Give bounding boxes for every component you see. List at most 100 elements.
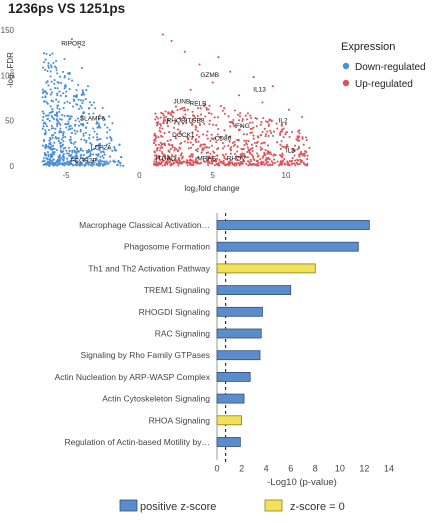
down-regulated-point <box>51 110 54 113</box>
down-regulated-point <box>97 138 100 141</box>
up-regulated-point <box>298 163 301 166</box>
down-regulated-point <box>51 136 54 139</box>
up-regulated-point <box>184 113 187 116</box>
up-regulated-point <box>273 130 276 133</box>
down-regulated-point <box>78 107 81 111</box>
up-regulated-point <box>210 112 213 115</box>
down-regulated-point <box>69 160 72 163</box>
down-regulated-point <box>66 163 69 166</box>
down-regulated-point <box>69 115 72 118</box>
up-regulated-point <box>301 115 304 119</box>
up-regulated-point <box>236 150 239 153</box>
up-regulated-point <box>213 151 216 154</box>
up-regulated-point <box>276 127 279 130</box>
down-regulated-point <box>53 65 56 68</box>
up-regulated-point <box>250 116 253 120</box>
down-regulated-point <box>42 90 45 93</box>
up-regulated-point <box>306 162 309 165</box>
up-regulated-point <box>269 163 272 166</box>
gene-label: FCGR2B <box>70 157 96 164</box>
up-regulated-point <box>155 160 158 163</box>
down-regulated-point <box>61 155 64 158</box>
down-regulated-point <box>81 93 84 96</box>
down-regulated-point <box>84 164 87 167</box>
gene-label: RIPOR2 <box>61 40 86 47</box>
up-regulated-point <box>191 153 194 156</box>
up-regulated-point <box>273 161 276 165</box>
up-regulated-point <box>207 151 210 154</box>
up-regulated-point <box>269 151 272 154</box>
volcano-axes: 0 50 100 150 -5 0 5 10 <box>1 26 291 180</box>
pathway-bar <box>216 328 262 339</box>
up-regulated-point <box>153 154 157 157</box>
pathway-label: Actin Cytoskeleton Signaling <box>102 394 210 404</box>
down-regulated-point <box>52 153 56 156</box>
up-regulated-point <box>216 157 219 160</box>
up-regulated-point <box>174 135 177 138</box>
legend-up-swatch <box>342 79 350 87</box>
down-regulated-point <box>80 118 83 121</box>
up-regulated-point <box>211 123 215 126</box>
up-regulated-point <box>196 115 199 118</box>
up-regulated-point <box>260 121 263 124</box>
down-regulated-point <box>70 115 73 118</box>
down-regulated-point <box>55 98 58 101</box>
up-regulated-point <box>183 50 186 53</box>
up-regulated-point <box>259 158 262 161</box>
up-regulated-point <box>163 132 166 135</box>
down-regulated-point <box>58 154 61 157</box>
up-regulated-point <box>204 115 207 118</box>
up-regulated-point <box>171 146 174 149</box>
up-regulated-point <box>225 164 228 167</box>
up-regulated-point <box>248 151 252 154</box>
down-regulated-point <box>95 157 98 160</box>
up-regulated-point <box>257 136 260 139</box>
up-regulated-point <box>248 163 251 166</box>
up-regulated-point <box>216 148 219 151</box>
up-regulated-point <box>283 158 286 161</box>
gene-label: SLAMF6 <box>80 116 106 123</box>
up-regulated-point <box>286 160 289 163</box>
down-regulated-point <box>59 149 62 152</box>
down-regulated-point <box>49 93 52 96</box>
down-regulated-point <box>45 125 48 128</box>
up-regulated-point <box>255 145 258 148</box>
up-regulated-point <box>278 163 282 166</box>
down-regulated-point <box>69 138 73 141</box>
up-regulated-point <box>194 128 197 131</box>
down-regulated-point <box>57 120 60 123</box>
down-regulated-point <box>44 95 47 98</box>
down-regulated-point <box>71 79 74 82</box>
up-regulated-point <box>171 115 174 118</box>
up-regulated-point <box>257 164 260 167</box>
up-regulated-point <box>207 108 210 111</box>
up-regulated-point <box>186 141 189 144</box>
down-regulated-point <box>47 145 50 148</box>
up-regulated-point <box>159 141 162 144</box>
down-regulated-point <box>119 162 122 165</box>
up-regulated-point <box>208 156 211 159</box>
up-regulated-point <box>270 119 273 122</box>
up-regulated-point <box>263 163 266 166</box>
bar-legend: positive z-score z-score = 0 <box>119 499 345 513</box>
down-regulated-point <box>49 70 52 73</box>
up-regulated-point <box>280 140 283 143</box>
up-regulated-point <box>208 161 211 165</box>
up-regulated-point <box>153 160 156 163</box>
up-regulated-point <box>261 156 264 159</box>
up-regulated-point <box>233 143 237 146</box>
down-regulated-point <box>52 158 55 161</box>
up-regulated-point <box>196 130 199 133</box>
down-regulated-point <box>93 147 96 150</box>
down-regulated-point <box>76 103 79 106</box>
up-regulated-point <box>166 139 169 142</box>
up-regulated-point <box>154 135 157 138</box>
down-regulated-point <box>81 149 84 152</box>
up-regulated-point <box>286 143 289 147</box>
volcano-x-tick-label: 5 <box>210 171 215 180</box>
up-regulated-point <box>162 119 165 122</box>
up-regulated-point <box>211 157 214 160</box>
up-regulated-point <box>250 127 253 130</box>
down-regulated-point <box>41 144 45 147</box>
up-regulated-point <box>241 119 244 123</box>
